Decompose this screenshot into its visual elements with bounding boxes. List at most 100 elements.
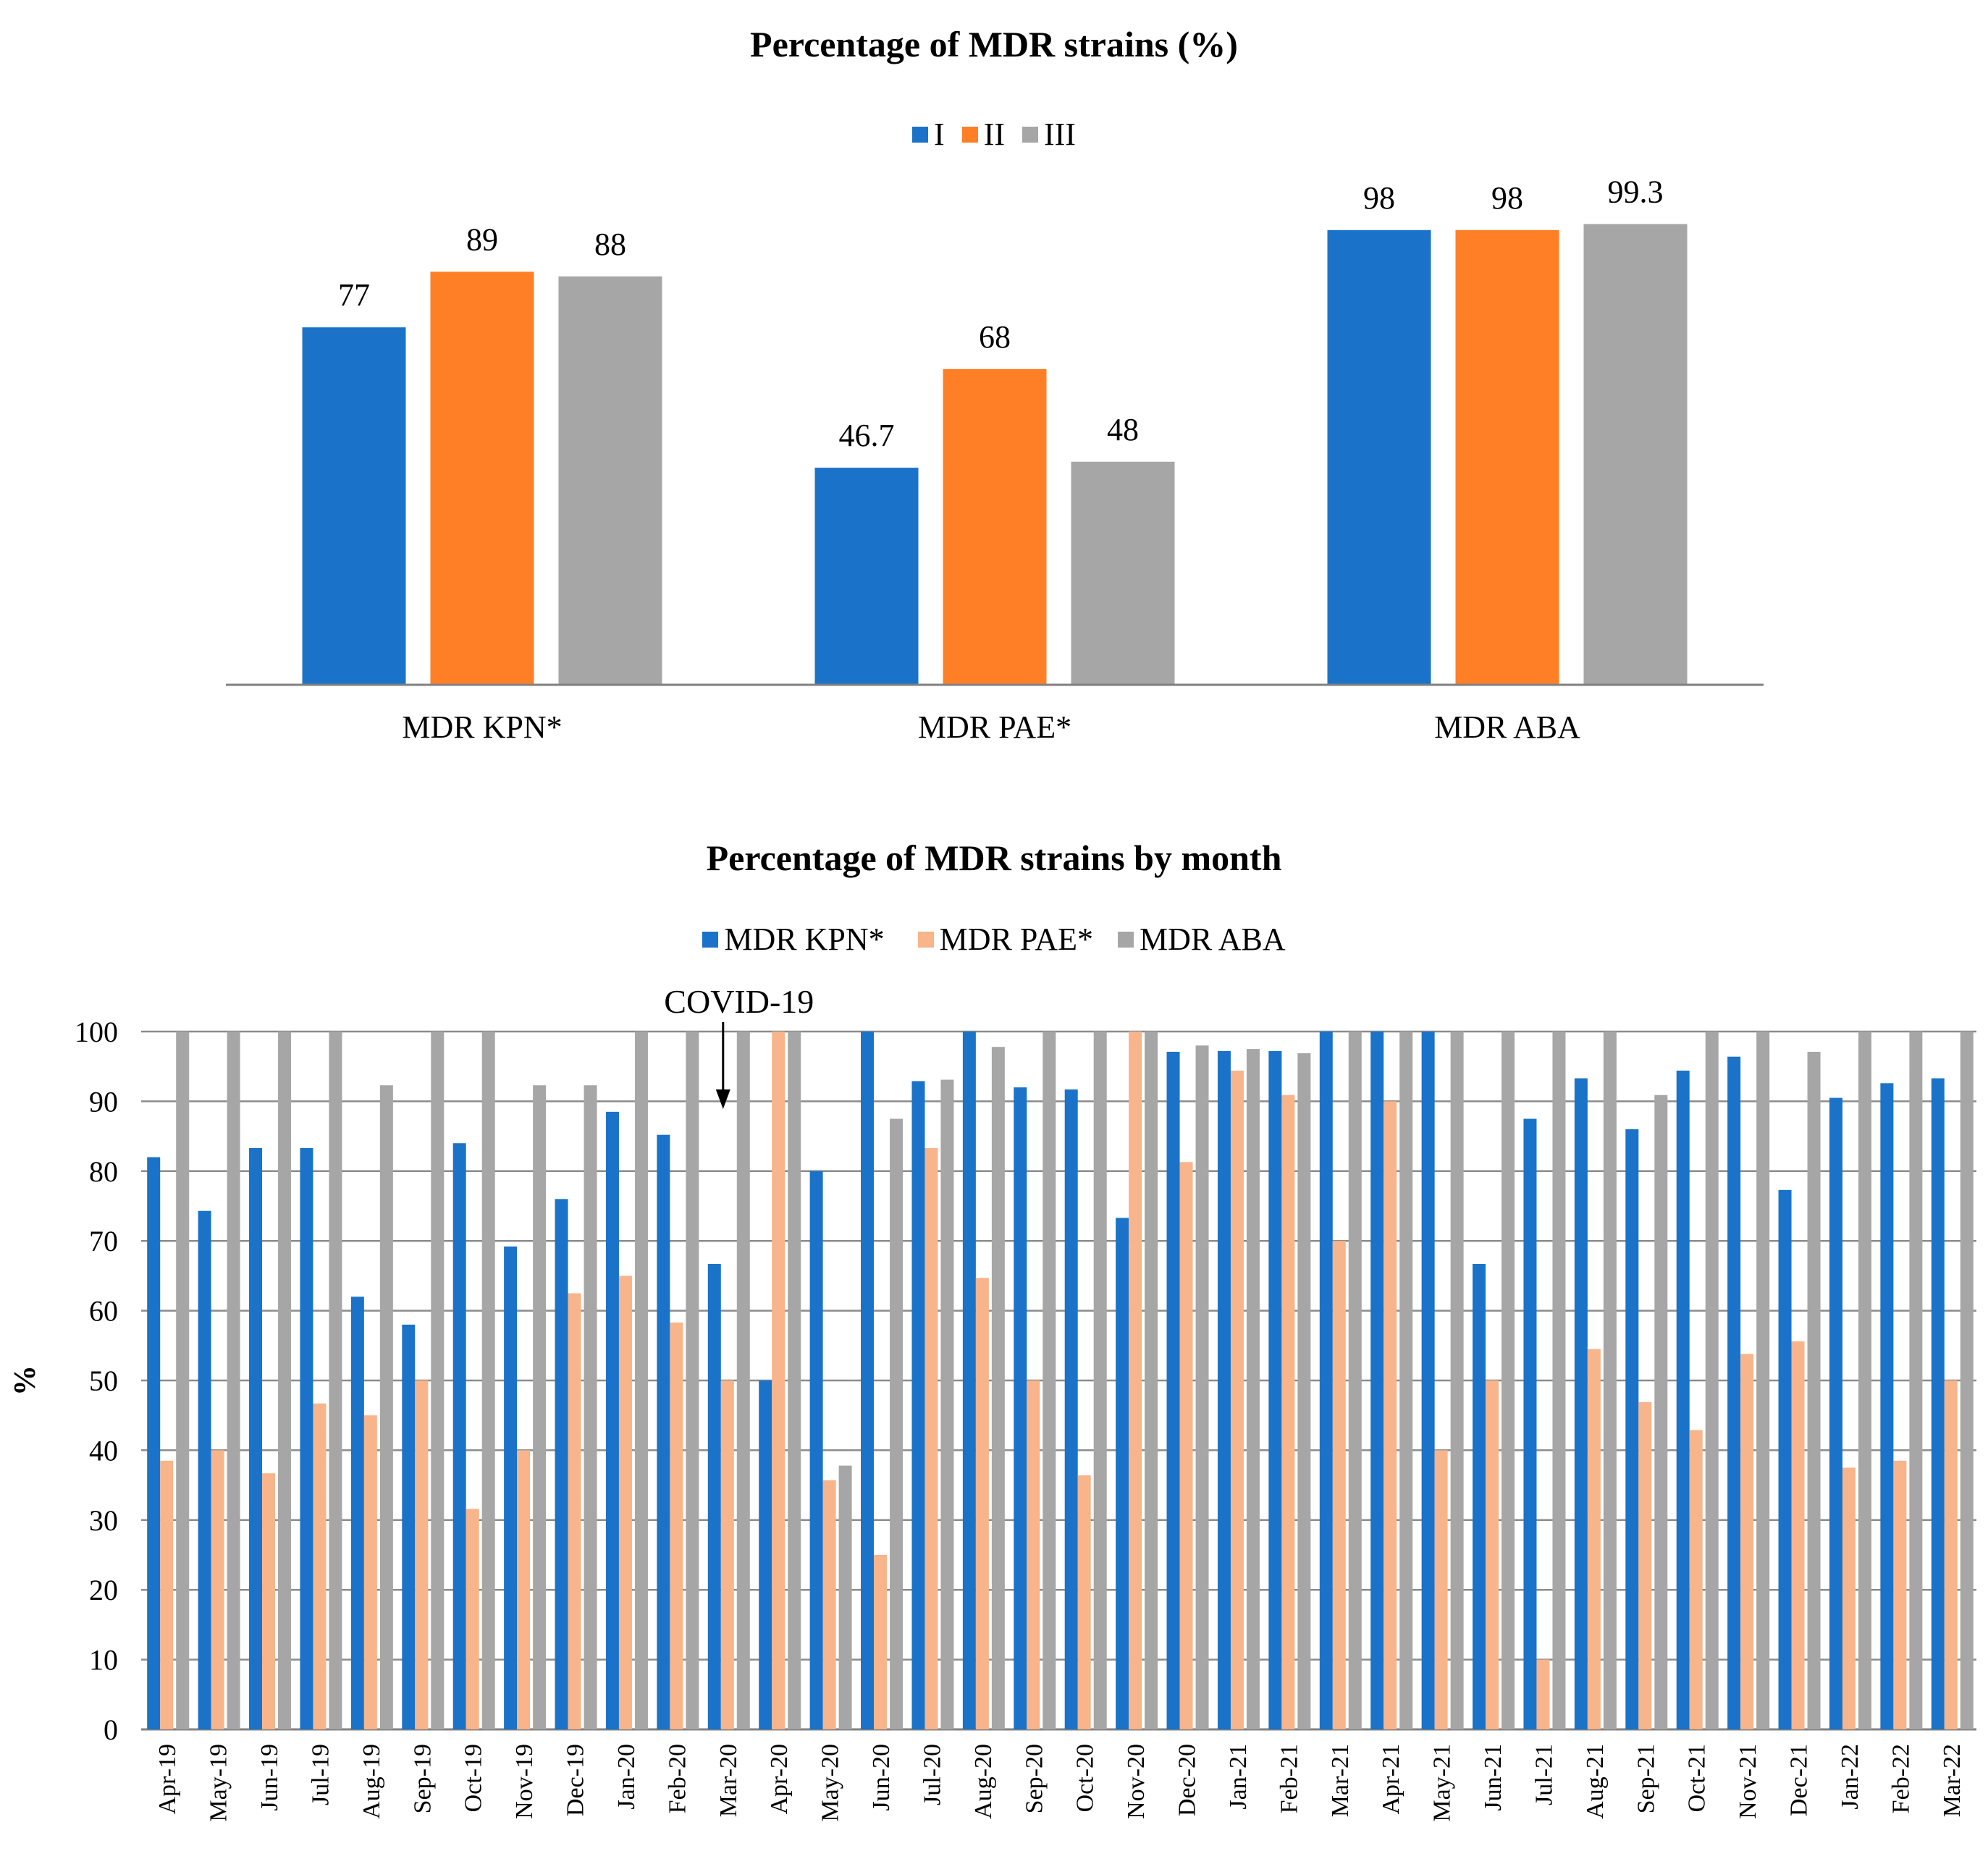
bar-MDRPAE-16 xyxy=(975,1278,989,1729)
bar-MDRPAE-8 xyxy=(568,1293,581,1729)
x-tick-label: Sep-19 xyxy=(409,1744,436,1813)
bar-MDRPAE-0 xyxy=(160,1460,174,1729)
bar-MDRKPN-10 xyxy=(657,1134,670,1729)
bar-III-0 xyxy=(558,276,662,684)
bar-MDRPAE-29 xyxy=(1638,1401,1652,1729)
bar-MDRABA-21 xyxy=(1246,1049,1260,1729)
plot-area: 77 89 88 MDR KPN* 46.7 68 48 MDR PAE* 98 98 99.3 MD… xyxy=(226,174,1764,745)
legend-swatch xyxy=(912,126,929,143)
legend-label: MDR PAE* xyxy=(939,922,1093,957)
bar-MDRABA-25 xyxy=(1450,1032,1464,1729)
x-tick-label: May-19 xyxy=(206,1744,232,1822)
x-tick-label: Jan-22 xyxy=(1837,1744,1863,1810)
x-tick-label: Jan-20 xyxy=(613,1744,640,1810)
bar-II-1 xyxy=(943,368,1047,684)
bar-MDRABA-23 xyxy=(1348,1032,1362,1729)
annotation-text: COVID-19 xyxy=(664,983,814,1020)
bar-MDRABA-9 xyxy=(634,1032,648,1729)
bar-MDRKPN-0 xyxy=(147,1157,161,1729)
legend-label: III xyxy=(1044,117,1076,152)
bar-MDRABA-12 xyxy=(788,1032,801,1729)
bar-MDRABA-30 xyxy=(1705,1032,1719,1729)
x-tick-label: Mar-20 xyxy=(715,1744,742,1817)
data-label: 68 xyxy=(979,319,1011,355)
bar-III-1 xyxy=(1071,461,1175,684)
bar-I-1 xyxy=(814,468,919,684)
y-tick-label: 20 xyxy=(89,1574,118,1606)
bar-MDRPAE-35 xyxy=(1944,1380,1958,1729)
bar-II-2 xyxy=(1455,229,1559,684)
legend: I II III xyxy=(0,116,1988,153)
bar-MDRPAE-14 xyxy=(874,1555,888,1729)
x-tick-label: Oct-21 xyxy=(1684,1744,1711,1812)
x-tick-label: Dec-21 xyxy=(1786,1744,1813,1816)
x-tick-label: Mar-22 xyxy=(1939,1744,1966,1817)
x-tick-label: Sep-21 xyxy=(1633,1744,1659,1813)
x-tick-label: Feb-21 xyxy=(1276,1744,1302,1813)
bar-MDRKPN-21 xyxy=(1217,1050,1231,1729)
legend-item-aba: MDR ABA xyxy=(1117,921,1286,958)
bar-MDRPAE-5 xyxy=(415,1380,429,1729)
bar-MDRKPN-15 xyxy=(911,1081,925,1729)
bar-MDRKPN-11 xyxy=(707,1264,721,1729)
x-tick-label: Apr-19 xyxy=(154,1744,181,1815)
bar-MDRPAE-21 xyxy=(1230,1070,1244,1729)
bar-MDRKPN-13 xyxy=(809,1171,823,1729)
bar-I-2 xyxy=(1327,229,1431,684)
x-tick-label: Dec-20 xyxy=(1174,1744,1201,1816)
legend-item-kpn: MDR KPN* xyxy=(702,921,885,958)
data-label: 98 xyxy=(1491,180,1523,216)
x-tick-label: Jan-21 xyxy=(1225,1744,1252,1810)
x-tick-label: Nov-20 xyxy=(1123,1744,1150,1819)
bar-MDRPAE-11 xyxy=(720,1380,734,1729)
bar-MDRKPN-16 xyxy=(962,1032,976,1729)
x-tick-label: Sep-20 xyxy=(1021,1744,1048,1813)
bar-MDRABA-5 xyxy=(431,1032,445,1729)
bar-MDRABA-17 xyxy=(1043,1032,1056,1729)
bar-MDRKPN-31 xyxy=(1727,1056,1741,1729)
bar-MDRPAE-18 xyxy=(1077,1475,1091,1729)
x-tick-label: Jun-19 xyxy=(256,1744,283,1811)
bar-MDRPAE-27 xyxy=(1536,1659,1550,1729)
bar-MDRABA-27 xyxy=(1552,1032,1566,1729)
bar-MDRPAE-31 xyxy=(1740,1354,1754,1729)
data-label: 99.3 xyxy=(1608,174,1664,209)
x-tick-label: Jul-19 xyxy=(307,1744,334,1805)
x-tick-label: Aug-21 xyxy=(1582,1744,1609,1819)
legend-swatch xyxy=(961,126,978,143)
bar-MDRABA-11 xyxy=(736,1032,750,1729)
data-label: 46.7 xyxy=(839,418,895,453)
x-tick-label: Oct-20 xyxy=(1072,1744,1099,1812)
bar-MDRKPN-2 xyxy=(249,1147,263,1729)
y-tick-label: 70 xyxy=(89,1225,118,1257)
legend-swatch xyxy=(1022,126,1038,143)
bar-MDRABA-2 xyxy=(278,1032,292,1729)
bar-MDRPAE-30 xyxy=(1689,1430,1703,1729)
bar-MDRABA-24 xyxy=(1399,1032,1413,1729)
data-label: 98 xyxy=(1363,180,1395,216)
data-label: 48 xyxy=(1107,412,1139,447)
bar-MDRKPN-32 xyxy=(1778,1189,1792,1729)
bar-MDRABA-14 xyxy=(890,1118,904,1729)
legend-label: I xyxy=(934,117,945,152)
bar-MDRABA-4 xyxy=(379,1085,393,1729)
bar-MDRPAE-24 xyxy=(1383,1101,1397,1729)
bar-MDRABA-6 xyxy=(481,1032,495,1729)
bar-MDRKPN-6 xyxy=(452,1143,466,1729)
bar-MDRPAE-2 xyxy=(262,1473,276,1729)
x-tick-label: Aug-19 xyxy=(358,1744,385,1819)
bar-MDRKPN-14 xyxy=(861,1032,875,1729)
bar-MDRABA-16 xyxy=(991,1047,1005,1729)
bar-MDRKPN-4 xyxy=(350,1296,364,1729)
bar-MDRABA-8 xyxy=(584,1085,597,1729)
bar-MDRABA-15 xyxy=(940,1079,954,1729)
x-tick-label: Jun-20 xyxy=(868,1744,895,1811)
bar-MDRABA-3 xyxy=(329,1032,342,1729)
category-label: MDR PAE* xyxy=(918,709,1071,745)
y-tick-label: 30 xyxy=(89,1504,118,1537)
bar-MDRABA-31 xyxy=(1756,1032,1770,1729)
bar-MDRKPN-17 xyxy=(1014,1087,1027,1729)
bar-MDRPAE-33 xyxy=(1842,1467,1856,1729)
bar-MDRABA-34 xyxy=(1909,1032,1923,1729)
bar-MDRABA-13 xyxy=(838,1465,852,1729)
